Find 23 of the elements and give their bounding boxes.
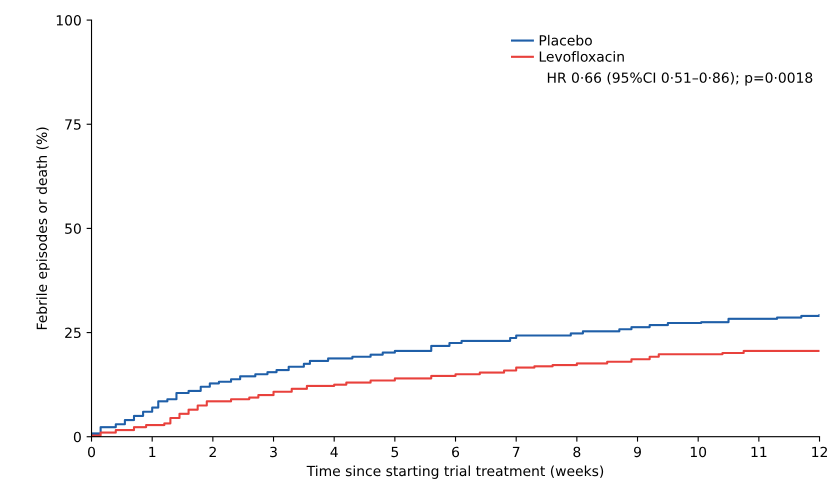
annotation: HR 0·66 (95%CI 0·51–0·86); p=0·0018 [548,72,812,86]
y-tick-label: 50 [65,223,81,234]
x-tick-label: 10 [690,446,706,458]
y-tick-label: 0 [74,432,81,442]
x-tick-label: 3 [270,446,277,458]
legend-label: Levofloxacin [540,51,624,62]
y-axis-title: Febrile episodes or death (%) [36,128,50,330]
legend-label: Placebo [540,34,592,46]
x-tick-label: 6 [452,446,460,458]
x-tick-label: 4 [330,446,338,458]
x-tick-label: 2 [209,446,216,458]
x-tick-label: 0 [88,446,96,458]
x-tick-label: 5 [392,446,398,458]
x-tick-label: 11 [752,446,766,458]
x-tick-label: 1 [149,446,156,458]
x-axis-title: Time since starting trial treatment (weeks) [306,465,604,479]
y-tick-label: 75 [65,119,81,130]
y-tick-label: 100 [56,15,81,26]
x-tick-label: 9 [634,446,641,458]
x-tick-label: 8 [573,446,580,458]
y-tick-label: 25 [65,328,81,338]
x-tick-label: 7 [512,446,520,458]
x-tick-label: 12 [812,446,827,458]
